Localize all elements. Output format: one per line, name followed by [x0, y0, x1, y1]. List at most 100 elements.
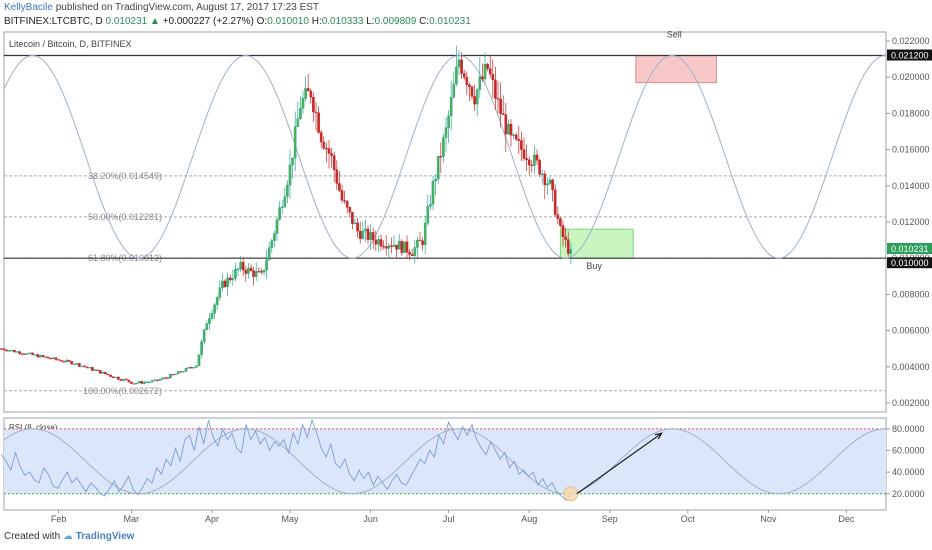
- candle-126: [327, 139, 331, 169]
- candle-180: [468, 82, 471, 102]
- candle-142: [369, 224, 372, 250]
- candle-body: [54, 357, 58, 360]
- fib-label-3: 100.00%(0.002672): [83, 386, 162, 396]
- price-tag-0: 0.021200: [887, 49, 932, 61]
- candle-144: [374, 230, 378, 251]
- candle-body: [452, 83, 456, 98]
- close-value: 0.010231: [429, 16, 471, 27]
- candle-body: [465, 76, 469, 86]
- time-tick-label-0: Feb: [51, 514, 67, 524]
- candle-71: [184, 367, 188, 372]
- candle-211: [548, 176, 552, 186]
- fib-label-0: 38.20%(0.014549): [88, 171, 162, 181]
- candle-body: [405, 241, 409, 253]
- candle-body: [439, 156, 443, 158]
- candle-body: [444, 127, 448, 138]
- candle-body: [538, 160, 541, 175]
- candle-body: [327, 148, 331, 154]
- candle-70: [182, 370, 185, 373]
- candle-body: [530, 164, 534, 166]
- candle-body: [286, 184, 289, 197]
- published-text: published on TradingView.com, August 17,…: [52, 2, 320, 13]
- price-tag-1: 0.010231: [887, 243, 932, 255]
- candle-105: [273, 230, 276, 247]
- change-arrow-icon: ▲: [150, 16, 160, 27]
- candle-84: [218, 279, 222, 301]
- candle-170: [442, 133, 445, 163]
- candle-184: [478, 57, 482, 99]
- tradingview-logo-text[interactable]: TradingView: [75, 531, 135, 542]
- candle-85: [221, 273, 224, 292]
- candle-body: [234, 269, 237, 279]
- candle-200: [520, 131, 523, 162]
- candle-body: [260, 271, 263, 273]
- candle-44: [114, 376, 118, 379]
- candle-body: [371, 232, 375, 241]
- candle-30: [78, 362, 81, 368]
- candle-body: [241, 262, 245, 271]
- candle-53: [137, 380, 141, 384]
- candle-37: [96, 369, 99, 371]
- rsi-series-path: [1, 418, 572, 501]
- candle-body: [57, 359, 60, 361]
- price-tick-label-10: 0.002000: [892, 398, 930, 408]
- candle-203: [527, 156, 531, 176]
- candle-body: [28, 352, 32, 354]
- last-price: 0.010231: [105, 16, 148, 27]
- buy-zone-box: [559, 228, 634, 259]
- candle-body: [62, 361, 66, 363]
- price-tick-label-9: 0.004000: [892, 362, 930, 372]
- candle-208: [540, 169, 544, 184]
- candle-151: [392, 235, 396, 248]
- candle-215: [559, 216, 562, 228]
- candle-body: [379, 239, 383, 247]
- author-link[interactable]: KellyBacile: [4, 2, 53, 13]
- price-tag-bg: [887, 49, 932, 61]
- candle-body: [483, 63, 487, 80]
- candle-132: [343, 190, 346, 205]
- price-tag-label: 0.021200: [891, 51, 929, 61]
- candle-body: [15, 351, 19, 353]
- candle-body: [280, 206, 284, 208]
- candle-body: [410, 254, 414, 256]
- candle-body: [553, 189, 557, 215]
- candle-body: [322, 141, 326, 149]
- price-tick-label-5: 0.012000: [892, 217, 930, 227]
- candle-body: [395, 244, 398, 250]
- candle-body: [288, 164, 292, 186]
- candle-139: [361, 221, 365, 240]
- candle-25: [65, 359, 68, 363]
- candle-body: [5, 349, 8, 352]
- candle-body: [200, 341, 203, 355]
- candle-73: [189, 366, 193, 369]
- candle-body: [153, 379, 157, 381]
- candle-body: [494, 79, 497, 99]
- candle-body: [312, 97, 315, 113]
- candle-body: [431, 180, 435, 205]
- candle-body: [301, 98, 305, 109]
- time-tick-label-6: Aug: [521, 514, 537, 524]
- candle-169: [439, 142, 443, 174]
- candle-body: [117, 376, 120, 380]
- sell-zone-box: [635, 55, 717, 84]
- candle-140: [364, 219, 367, 243]
- candle-48: [124, 378, 128, 381]
- candle-35: [91, 366, 94, 372]
- candle-66: [171, 374, 175, 376]
- price-tick-label-3: 0.016000: [892, 145, 930, 155]
- candle-body: [169, 374, 172, 379]
- candle-93: [241, 256, 245, 276]
- candle-204: [530, 159, 534, 173]
- candle-body: [176, 371, 180, 375]
- candle-body: [449, 97, 453, 117]
- candle-149: [387, 243, 391, 260]
- candle-body: [179, 371, 183, 373]
- candle-56: [145, 380, 149, 384]
- candle-body: [265, 259, 268, 271]
- candle-63: [163, 376, 167, 379]
- rsi-tick-label-0: 80.0000: [892, 424, 925, 434]
- candle-186: [483, 52, 487, 85]
- candle-body: [166, 377, 170, 379]
- candle-body: [366, 228, 370, 240]
